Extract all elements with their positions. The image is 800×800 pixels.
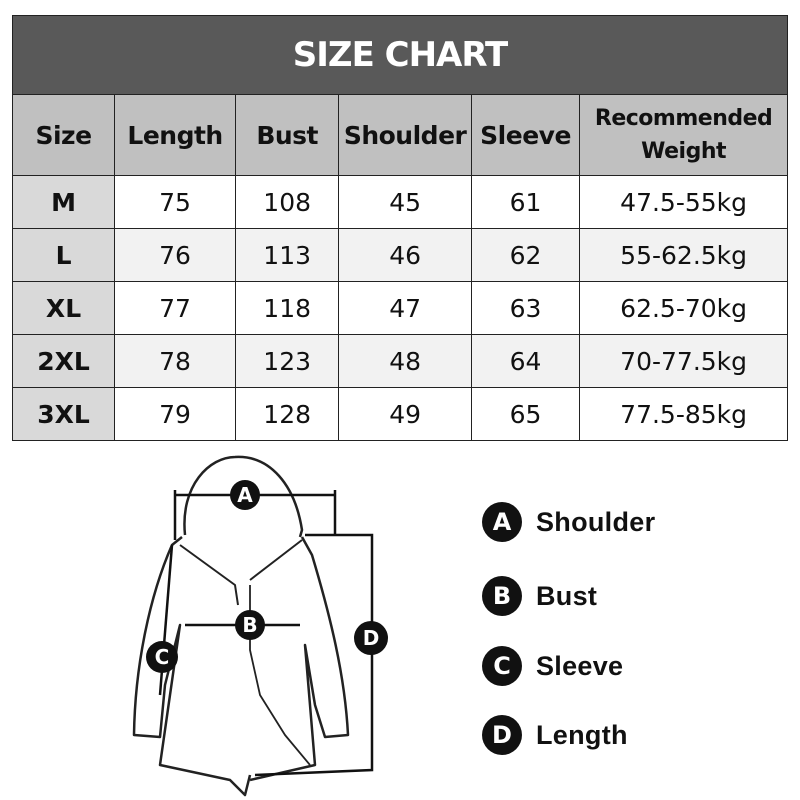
value-cell: 79 <box>114 387 237 441</box>
column-header-length: Length <box>114 94 237 176</box>
value-cell: 76 <box>114 228 237 282</box>
jacket-right-outline <box>249 536 350 782</box>
table-row: M 75 108 45 61 47.5-55kg <box>11 175 788 229</box>
value-cell: 49 <box>338 387 472 441</box>
letter-badge-icon: C <box>482 646 522 686</box>
value-cell: 48 <box>338 334 472 388</box>
table-row: XL 77 118 47 63 62.5-70kg <box>11 281 788 335</box>
size-chart-title: SIZE CHART <box>12 15 788 95</box>
zip-line <box>249 585 311 766</box>
size-cell: 2XL <box>11 334 116 388</box>
value-cell: 70-77.5kg <box>579 334 788 388</box>
column-header-recommended-weight: Recommended Weight <box>579 94 788 176</box>
legend-item-length: D Length <box>482 715 628 755</box>
size-cell: M <box>11 175 116 229</box>
value-cell: 55-62.5kg <box>579 228 788 282</box>
table-row: 2XL 78 123 48 64 70-77.5kg <box>11 334 788 388</box>
column-header-shoulder: Shoulder <box>338 94 472 176</box>
legend-label: Bust <box>536 580 598 611</box>
jacket-measurement-diagram: A B C D <box>132 455 388 797</box>
svg-text:C: C <box>155 645 170 669</box>
svg-text:A: A <box>237 483 253 507</box>
value-cell: 46 <box>338 228 472 282</box>
value-cell: 77.5-85kg <box>579 387 788 441</box>
value-cell: 113 <box>235 228 340 282</box>
legend-label: Shoulder <box>536 506 656 537</box>
diagram-markers: A B C D <box>146 480 388 673</box>
column-header-sleeve: Sleeve <box>470 94 581 176</box>
legend-item-shoulder: A Shoulder <box>482 502 655 542</box>
value-cell: 128 <box>235 387 340 441</box>
value-cell: 62 <box>470 228 581 282</box>
legend-label: Sleeve <box>536 650 624 681</box>
table-row: 3XL 79 128 49 65 77.5-85kg <box>11 387 788 441</box>
svg-text:D: D <box>363 626 380 650</box>
size-cell: L <box>11 228 116 282</box>
legend-label: Length <box>536 719 628 750</box>
legend-item-bust: B Bust <box>482 576 597 616</box>
size-cell: XL <box>11 281 116 335</box>
collar <box>179 539 303 606</box>
value-cell: 45 <box>338 175 472 229</box>
value-cell: 47 <box>338 281 472 335</box>
letter-badge-icon: A <box>482 502 522 542</box>
column-header-size: Size <box>11 94 116 176</box>
value-cell: 108 <box>235 175 340 229</box>
letter-badge-icon: B <box>482 576 522 616</box>
value-cell: 78 <box>114 334 237 388</box>
table-row: L 76 113 46 62 55-62.5kg <box>11 228 788 282</box>
legend-item-sleeve: C Sleeve <box>482 646 623 686</box>
value-cell: 77 <box>114 281 237 335</box>
value-cell: 47.5-55kg <box>579 175 788 229</box>
svg-text:B: B <box>242 613 257 637</box>
value-cell: 62.5-70kg <box>579 281 788 335</box>
column-header-bust: Bust <box>235 94 340 176</box>
size-cell: 3XL <box>11 387 116 441</box>
value-cell: 63 <box>470 281 581 335</box>
value-cell: 75 <box>114 175 237 229</box>
value-cell: 65 <box>470 387 581 441</box>
size-chart-table: SIZE CHART Size Length Bust Shoulder Sleeve R… <box>11 15 788 441</box>
letter-badge-icon: D <box>482 715 522 755</box>
value-cell: 118 <box>235 281 340 335</box>
value-cell: 123 <box>235 334 340 388</box>
value-cell: 64 <box>470 334 581 388</box>
jacket-left-outline <box>132 536 252 797</box>
value-cell: 61 <box>470 175 581 229</box>
